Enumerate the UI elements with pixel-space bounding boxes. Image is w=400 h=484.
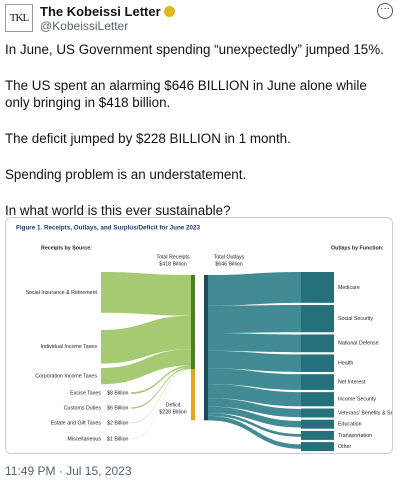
outlay-name: Net Interest xyxy=(338,379,366,385)
timestamp[interactable]: 11:49 PM · Jul 15, 2023 xyxy=(5,464,132,478)
receipt-flow xyxy=(101,349,191,385)
receipt-name: Miscellaneous xyxy=(67,436,101,442)
outlay-flow xyxy=(208,413,301,437)
total-receipts-title: Total Receipts xyxy=(156,254,190,260)
figure-title: Figure 1. Receipts, Outlays, and Surplus… xyxy=(16,225,201,232)
receipt-flow xyxy=(101,272,191,316)
outlay-flow xyxy=(208,272,301,306)
deficit-label: $228 Billion xyxy=(159,409,186,415)
tweet-text: In June, US Government spending “unexpec… xyxy=(5,41,395,238)
avatar[interactable]: TKL xyxy=(5,4,33,32)
outlay-flow xyxy=(208,415,301,449)
receipt-name: Excise Taxes xyxy=(70,390,101,396)
deficit-bar xyxy=(191,369,195,421)
outlay-flow xyxy=(208,350,301,372)
receipt-flow xyxy=(101,315,191,364)
outlay-node xyxy=(301,392,334,407)
tweet-paragraph: The US spent an alarming $646 BILLION in… xyxy=(5,78,367,110)
outlays-bar xyxy=(204,275,208,421)
receipts-bar xyxy=(191,275,195,370)
receipt-name: Social Insurance & Retirement xyxy=(25,290,97,296)
outlays-heading: Outlays by Function: xyxy=(331,245,384,251)
outlay-name: Income Security xyxy=(338,397,376,403)
outlay-node xyxy=(301,272,334,303)
receipt-flow xyxy=(131,367,191,409)
author-name[interactable]: The Kobeissi Letter xyxy=(40,4,175,19)
outlay-name: Transportation xyxy=(338,433,372,439)
receipts-heading: Receipts by Source: xyxy=(41,245,92,251)
outlay-flow xyxy=(208,368,301,390)
receipt-flow xyxy=(131,369,191,440)
figure[interactable]: Other$20 BillionTransportation$12 Billio… xyxy=(5,217,393,454)
outlay-name: Health xyxy=(338,361,353,367)
outlay-node xyxy=(301,305,334,333)
receipt-name: Corporation Income Taxes xyxy=(35,374,97,380)
outlay-name: Social Security xyxy=(338,316,373,322)
tweet-paragraph: In what world is this ever sustainable? xyxy=(5,203,231,218)
outlay-flow xyxy=(208,384,301,407)
outlay-name: Education xyxy=(338,422,362,428)
author-name-text[interactable]: The Kobeissi Letter xyxy=(40,4,161,19)
outlay-node xyxy=(301,419,334,429)
outlay-node xyxy=(301,430,334,440)
outlay-node xyxy=(301,442,334,452)
total-outlays-label: $646 Billion xyxy=(215,261,242,267)
outlay-name: Medicare xyxy=(338,285,360,291)
tweet-paragraph: Spending problem is an understatement. xyxy=(5,167,247,182)
outlay-node xyxy=(301,354,334,372)
more-button[interactable]: ··· xyxy=(377,3,393,19)
total-outlays-title: Total Outlays xyxy=(214,254,245,260)
receipt-value: $1 Billion xyxy=(107,436,129,442)
receipt-flow xyxy=(131,365,191,394)
outlay-name: Other xyxy=(338,444,351,450)
outlay-node xyxy=(301,408,334,418)
tweet-paragraph: The deficit jumped by $228 BILLION in 1 … xyxy=(5,131,291,146)
receipt-name: Estate and Gift Taxes xyxy=(51,420,102,426)
outlay-flow xyxy=(208,305,301,334)
receipt-value: $6 Billion xyxy=(107,405,129,411)
receipt-flow xyxy=(131,368,191,424)
outlay-flow xyxy=(208,333,301,353)
tweet-paragraph: In June, US Government spending “unexpec… xyxy=(5,42,384,57)
total-receipts-label: $418 Billion xyxy=(159,261,186,267)
receipt-name: Customs Duties xyxy=(64,405,102,411)
outlay-node xyxy=(301,374,334,390)
outlay-name: Veterans' Benefits & Services xyxy=(338,410,392,416)
outlay-node xyxy=(301,334,334,353)
author-handle[interactable]: @KobeissiLetter xyxy=(40,19,129,33)
sankey-chart: Other$20 BillionTransportation$12 Billio… xyxy=(16,225,392,452)
receipt-name: Individual Income Taxes xyxy=(41,344,98,350)
outlay-name: National Defense xyxy=(338,341,379,347)
verified-badge xyxy=(163,6,175,17)
receipt-value: $2 Billion xyxy=(107,420,129,426)
deficit-title: Deficit xyxy=(166,402,181,408)
receipt-value: $8 Billion xyxy=(107,390,129,396)
outlay-flow xyxy=(208,406,301,428)
outlay-flow xyxy=(208,398,301,418)
